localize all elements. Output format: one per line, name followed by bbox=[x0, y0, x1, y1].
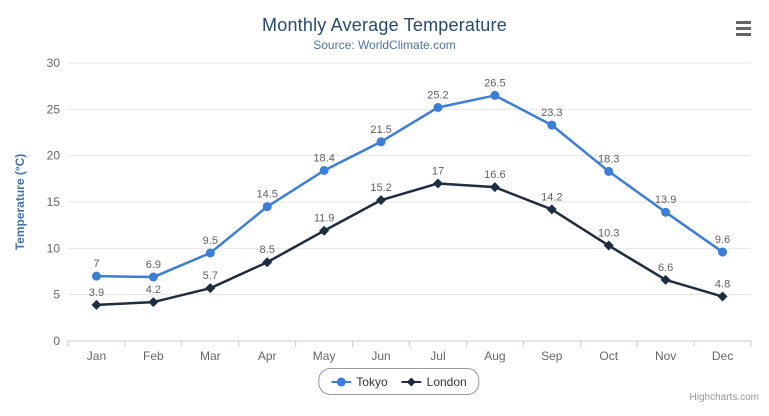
x-axis-tick-label: Sep bbox=[541, 349, 563, 363]
data-label-london-may: 11.9 bbox=[314, 213, 335, 225]
data-point-london-nov[interactable] bbox=[660, 274, 671, 285]
x-axis-tick-label: Mar bbox=[200, 349, 221, 363]
legend-item-tokyo[interactable]: Tokyo bbox=[331, 374, 388, 389]
data-label-tokyo-jun: 21.5 bbox=[370, 124, 391, 136]
highcharts-credits-link[interactable]: Highcharts.com bbox=[689, 392, 759, 403]
y-axis-tick-label: 15 bbox=[47, 195, 61, 209]
x-axis-tick-label: Apr bbox=[258, 349, 277, 363]
x-axis-tick-label: Dec bbox=[712, 349, 733, 363]
x-axis-tick-label: Feb bbox=[143, 349, 164, 363]
data-label-london-jul: 17 bbox=[432, 165, 444, 177]
data-label-tokyo-aug: 26.5 bbox=[484, 77, 505, 89]
data-label-london-apr: 8.5 bbox=[260, 244, 275, 256]
data-label-tokyo-sep: 23.3 bbox=[541, 107, 562, 119]
data-label-london-dec: 4.8 bbox=[715, 279, 730, 291]
data-label-tokyo-feb: 6.9 bbox=[146, 259, 161, 271]
tokyo-series-marker-icon bbox=[331, 377, 352, 386]
x-axis-tick-label: Nov bbox=[655, 349, 676, 363]
y-axis-title: Temperature (°C) bbox=[13, 154, 27, 251]
legend-label-tokyo: Tokyo bbox=[356, 374, 388, 389]
data-label-london-jan: 3.9 bbox=[89, 287, 104, 299]
data-point-london-may[interactable] bbox=[319, 225, 330, 236]
london-series-marker-icon bbox=[401, 377, 422, 386]
data-point-tokyo-nov[interactable] bbox=[661, 207, 671, 217]
series-line-london bbox=[95, 182, 724, 307]
data-point-london-jan[interactable] bbox=[91, 299, 102, 310]
data-label-tokyo-may: 18.4 bbox=[313, 152, 334, 164]
y-axis-tick-label: 5 bbox=[53, 288, 60, 302]
data-point-tokyo-oct[interactable] bbox=[604, 166, 614, 176]
data-point-london-aug[interactable] bbox=[489, 182, 500, 193]
chart-subtitle: Source: WorldClimate.com bbox=[313, 38, 456, 52]
data-label-london-oct: 10.3 bbox=[598, 228, 619, 240]
x-axis-tick-label: Jul bbox=[430, 349, 445, 363]
x-axis-tick-label: May bbox=[313, 349, 336, 363]
data-label-london-mar: 5.7 bbox=[203, 270, 218, 282]
x-axis-tick-label: Jan bbox=[87, 349, 106, 363]
data-point-london-sep[interactable] bbox=[546, 204, 557, 215]
data-label-tokyo-nov: 13.9 bbox=[655, 194, 676, 206]
y-axis-tick-label: 10 bbox=[47, 241, 61, 255]
data-point-tokyo-dec[interactable] bbox=[718, 247, 728, 257]
data-point-london-oct[interactable] bbox=[603, 240, 614, 251]
data-point-london-jun[interactable] bbox=[376, 195, 387, 206]
y-axis-tick-label: 30 bbox=[47, 56, 61, 70]
data-label-tokyo-dec: 9.6 bbox=[715, 234, 730, 246]
data-point-tokyo-feb[interactable] bbox=[148, 272, 158, 282]
legend-item-london[interactable]: London bbox=[401, 374, 467, 389]
data-point-tokyo-jun[interactable] bbox=[376, 137, 386, 147]
data-point-london-dec[interactable] bbox=[717, 291, 728, 302]
x-axis-tick-label: Oct bbox=[599, 349, 618, 363]
data-point-tokyo-jul[interactable] bbox=[433, 102, 443, 112]
data-label-london-sep: 14.2 bbox=[541, 191, 562, 203]
hamburger-icon bbox=[735, 20, 751, 24]
data-point-tokyo-jan[interactable] bbox=[91, 271, 101, 281]
data-label-london-aug: 16.6 bbox=[484, 169, 505, 181]
legend-label-london: London bbox=[426, 374, 467, 389]
data-point-tokyo-apr[interactable] bbox=[262, 202, 272, 212]
hamburger-icon bbox=[735, 32, 751, 36]
data-label-tokyo-mar: 9.5 bbox=[203, 235, 218, 247]
data-point-tokyo-mar[interactable] bbox=[205, 248, 215, 258]
legend: Tokyo London bbox=[318, 368, 480, 395]
chart-title: Monthly Average Temperature bbox=[262, 15, 507, 35]
y-axis-tick-label: 25 bbox=[47, 102, 61, 116]
data-point-london-mar[interactable] bbox=[205, 283, 216, 294]
export-menu-button[interactable] bbox=[731, 17, 755, 39]
y-axis-tick-label: 20 bbox=[47, 149, 61, 163]
data-label-tokyo-jul: 25.2 bbox=[427, 89, 448, 101]
y-axis-tick-label: 0 bbox=[53, 334, 60, 348]
series-line-tokyo bbox=[95, 94, 724, 279]
data-point-london-feb[interactable] bbox=[148, 297, 159, 308]
data-label-tokyo-oct: 18.3 bbox=[598, 153, 619, 165]
x-axis-tick-label: Aug bbox=[484, 349, 505, 363]
data-label-london-jun: 15.2 bbox=[370, 182, 391, 194]
hamburger-icon bbox=[735, 26, 751, 30]
data-point-tokyo-sep[interactable] bbox=[547, 120, 557, 130]
x-axis-tick-label: Jun bbox=[371, 349, 390, 363]
data-label-tokyo-jan: 7 bbox=[93, 258, 99, 270]
data-point-tokyo-may[interactable] bbox=[319, 165, 329, 175]
data-label-london-feb: 4.2 bbox=[146, 284, 161, 296]
data-point-london-jul[interactable] bbox=[432, 178, 443, 189]
data-label-london-nov: 6.6 bbox=[658, 262, 673, 274]
data-point-london-apr[interactable] bbox=[262, 257, 273, 268]
data-label-tokyo-apr: 14.5 bbox=[256, 189, 277, 201]
data-point-tokyo-aug[interactable] bbox=[490, 90, 500, 100]
